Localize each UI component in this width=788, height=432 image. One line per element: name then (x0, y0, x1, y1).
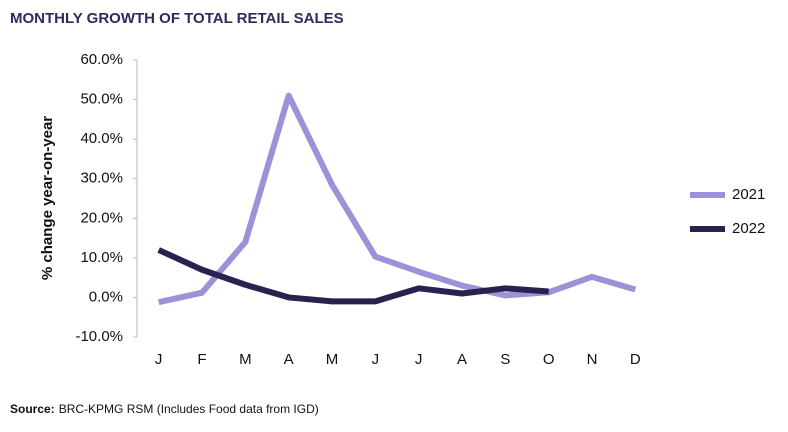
x-tick-label: M (326, 351, 339, 368)
x-tick-label: A (284, 351, 294, 368)
series-line (158, 92, 637, 306)
y-tick-label: 10.0% (80, 249, 123, 266)
y-tick-label: -10.0% (75, 328, 123, 345)
x-tick-label: M (239, 351, 252, 368)
y-tick-label: 50.0% (80, 91, 123, 108)
y-tick-label: 0.0% (89, 288, 123, 305)
y-axis-label: % change year-on-year (39, 116, 56, 280)
source-text: BRC-KPMG RSM (Includes Food data from IG… (59, 402, 319, 416)
y-tick-label: 60.0% (80, 51, 123, 68)
y-tick-label: 20.0% (80, 209, 123, 226)
x-tick-label: D (630, 351, 641, 368)
y-tick-label: 30.0% (80, 170, 123, 187)
chart-title: MONTHLY GROWTH OF TOTAL RETAIL SALES (10, 10, 344, 27)
x-tick-label: N (587, 351, 598, 368)
source: Source: BRC-KPMG RSM (Includes Food data … (10, 402, 319, 416)
x-tick-label: A (457, 351, 467, 368)
x-tick-label: S (500, 351, 510, 368)
x-tick-label: O (543, 351, 555, 368)
x-tick-label: J (372, 351, 380, 368)
x-tick-label: J (415, 351, 423, 368)
legend-label: 2022 (732, 220, 765, 237)
x-tick-label: F (197, 351, 206, 368)
source-label: Source: (10, 402, 55, 416)
y-tick-label: 40.0% (80, 130, 123, 147)
x-tick-label: J (155, 351, 163, 368)
series-line (157, 247, 549, 305)
legend-label: 2021 (732, 186, 765, 203)
